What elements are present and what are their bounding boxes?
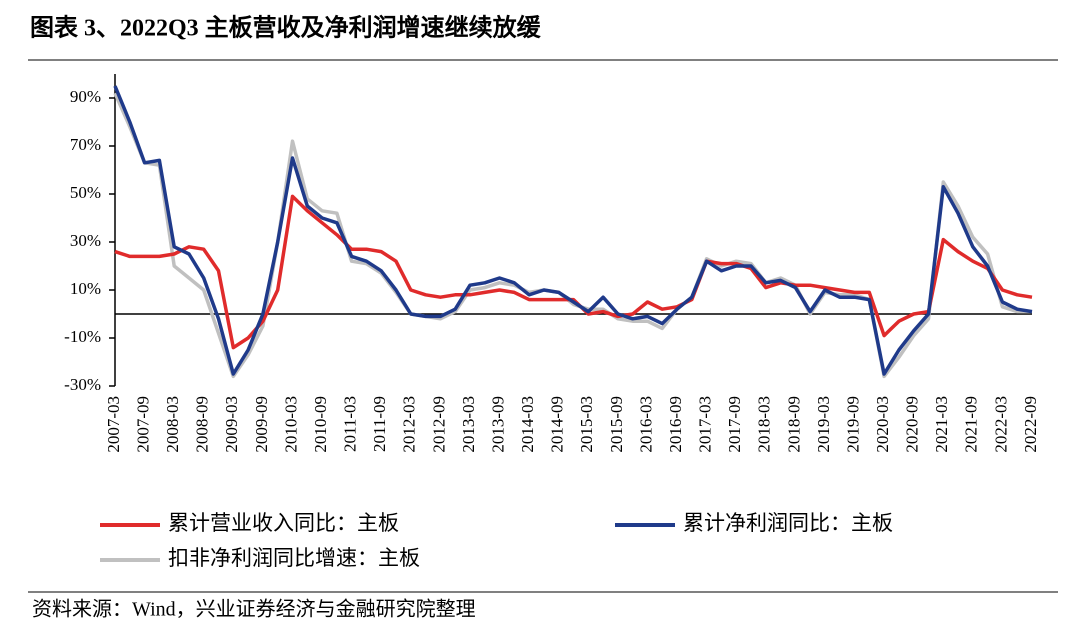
y-tick-label: 30% [70,231,101,250]
y-tick-label: 10% [70,279,101,298]
x-tick-label: 2012-03 [400,396,419,453]
x-tick-label: 2021-09 [962,396,981,453]
x-tick-label: 2010-09 [311,396,330,453]
x-tick-label: 2013-09 [488,396,507,453]
x-tick-label: 2018-03 [755,396,774,453]
x-tick-label: 2019-09 [843,396,862,453]
x-tick-label: 2011-09 [370,396,389,452]
x-tick-label: 2020-03 [873,396,892,453]
x-tick-label: 2009-09 [252,396,271,453]
x-tick-label: 2015-09 [607,396,626,453]
x-tick-label: 2019-03 [814,396,833,453]
x-tick-label: 2021-03 [932,396,951,453]
x-tick-label: 2022-09 [1021,396,1040,453]
chart-title: 图表 3、2022Q3 主板营收及净利润增速继续放缓 [30,14,542,42]
x-tick-label: 2011-03 [341,396,360,452]
legend-label: 扣非净利润同比增速：主板 [168,546,420,570]
series-line [113,85,1033,376]
source-note: 资料来源：Wind，兴业证券经济与金融研究院整理 [32,598,476,621]
y-tick-label: 70% [70,135,101,154]
legend-label: 累计营业收入同比：主板 [168,511,399,535]
x-tick-label: 2016-09 [666,396,685,453]
x-tick-label: 2017-09 [725,396,744,453]
legend-label: 累计净利润同比：主板 [683,511,893,535]
x-tick-label: 2016-03 [636,396,655,453]
x-tick-label: 2015-03 [577,396,596,453]
x-tick-label: 2008-03 [163,396,182,453]
x-tick-label: 2017-03 [696,396,715,453]
x-tick-label: 2008-09 [193,396,212,453]
x-tick-label: 2020-09 [903,396,922,453]
y-tick-label: -10% [64,327,101,346]
x-tick-label: 2013-03 [459,396,478,453]
series-line [114,194,1033,350]
x-tick-label: 2010-03 [281,396,300,453]
y-tick-label: -30% [64,375,101,394]
x-tick-label: 2007-03 [104,396,123,453]
x-tick-label: 2009-03 [222,396,241,453]
y-tick-label: 50% [70,183,101,202]
x-tick-label: 2022-03 [991,396,1010,453]
y-tick-label: 90% [70,87,101,106]
x-tick-label: 2007-09 [133,396,152,453]
x-tick-label: 2012-09 [429,396,448,453]
x-tick-label: 2014-09 [548,396,567,453]
x-tick-label: 2014-03 [518,396,537,453]
x-tick-label: 2018-09 [784,396,803,453]
